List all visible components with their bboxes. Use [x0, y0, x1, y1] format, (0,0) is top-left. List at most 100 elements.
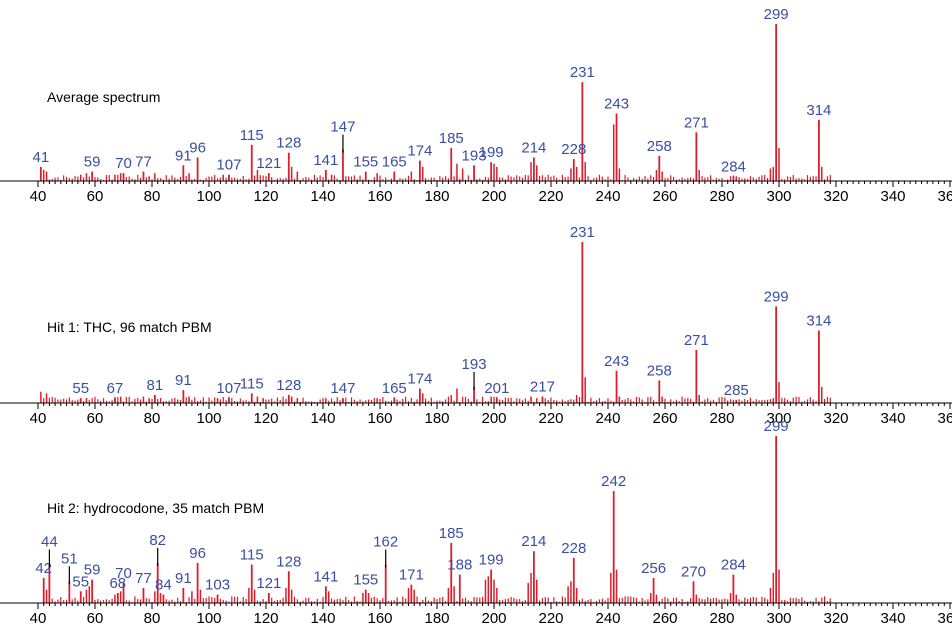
peak-label: 185 — [439, 525, 464, 542]
panel-title: Average spectrum — [47, 89, 160, 105]
peak-label: 77 — [135, 570, 152, 587]
x-tick-label: 220 — [538, 188, 563, 205]
peak-label: 82 — [149, 532, 166, 549]
x-tick-label: 260 — [652, 610, 677, 626]
peak-label: 128 — [276, 135, 301, 152]
peak-label: 243 — [604, 353, 629, 370]
peak-label: 188 — [447, 557, 472, 574]
peak-label: 107 — [216, 157, 241, 174]
x-tick-label: 140 — [310, 188, 335, 205]
x-tick-label: 220 — [538, 610, 563, 626]
peak-label: 165 — [382, 154, 407, 171]
x-axis: 40 60 80 100 120 140 160 180 200 220 240 260 280 300 3… — [0, 402, 952, 427]
peak-label: 103 — [205, 577, 230, 594]
peak-label: 70 — [115, 155, 132, 172]
x-tick-label: 280 — [709, 410, 734, 427]
x-tick-label: 260 — [652, 188, 677, 205]
peak-label: 228 — [561, 540, 586, 557]
peak-label: 214 — [521, 139, 546, 156]
panel-title: Hit 1: THC, 96 match PBM — [47, 319, 212, 335]
x-tick-label: 300 — [766, 610, 791, 626]
x-tick-label: 200 — [481, 410, 506, 427]
x-tick-label: 340 — [880, 410, 905, 427]
x-tick-label: 160 — [367, 610, 392, 626]
peak-label: 270 — [681, 563, 706, 580]
x-tick-label: 80 — [144, 410, 161, 427]
x-axis: 40 60 80 100 120 140 160 180 200 220 240 260 280 300 3… — [0, 602, 952, 626]
peak-label: 128 — [276, 553, 301, 570]
peak-label: 271 — [684, 114, 709, 131]
peak-label: 299 — [764, 6, 789, 23]
x-tick-label: 280 — [709, 610, 734, 626]
peak-label: 299 — [764, 418, 789, 435]
peak-label: 147 — [330, 380, 355, 397]
peak-label: 91 — [175, 147, 192, 164]
peak-label: 70 — [115, 565, 132, 582]
peak-label: 165 — [382, 380, 407, 397]
peak-label: 271 — [684, 332, 709, 349]
peak-label: 199 — [479, 144, 504, 161]
peak-label: 217 — [530, 379, 555, 396]
x-tick-label: 80 — [144, 610, 161, 626]
x-tick-label: 100 — [196, 410, 221, 427]
peak-label: 174 — [407, 371, 432, 388]
x-tick-label: 160 — [367, 188, 392, 205]
peak-label: 199 — [479, 552, 504, 569]
peak-label: 231 — [570, 224, 595, 241]
peak-label: 231 — [570, 64, 595, 81]
peak-label: 285 — [724, 382, 749, 399]
panel-hit-2-hydrocodone: Hit 2: hydrocodone, 35 match PBM 40 60 80 1… — [0, 418, 952, 626]
peak-label: 258 — [647, 138, 672, 155]
x-tick-label: 160 — [367, 410, 392, 427]
peak-label: 77 — [135, 154, 152, 171]
x-tick-label: 180 — [424, 410, 449, 427]
x-tick-label: 140 — [310, 610, 335, 626]
peak-label: 171 — [399, 567, 424, 584]
peak-label: 256 — [641, 560, 666, 577]
peak-group — [39, 24, 831, 181]
peak-label: 314 — [806, 313, 831, 330]
x-tick-label: 320 — [823, 410, 848, 427]
peak-label: 214 — [521, 533, 546, 550]
peak-label: 141 — [313, 152, 338, 169]
x-tick-label: 300 — [766, 188, 791, 205]
peak-label: 55 — [72, 380, 89, 397]
peak-label: 299 — [764, 288, 789, 305]
peak-label: 115 — [240, 375, 264, 392]
x-tick-label: 340 — [880, 188, 905, 205]
x-tick-label: 100 — [196, 188, 221, 205]
peak-label: 193 — [462, 356, 487, 373]
x-tick-label: 320 — [823, 610, 848, 626]
x-tick-label: 40 — [30, 188, 47, 205]
peak-label: 185 — [439, 130, 464, 147]
peak-label: 96 — [189, 545, 206, 562]
peak-label: 228 — [561, 141, 586, 158]
x-axis: 40 60 80 100 120 140 160 180 200 220 240 260 280 300 3… — [0, 180, 952, 205]
peak-label: 41 — [33, 149, 50, 166]
x-tick-label: 120 — [253, 410, 278, 427]
x-tick-label: 220 — [538, 410, 563, 427]
peak-label: 96 — [189, 139, 206, 156]
peak-label: 107 — [216, 380, 241, 397]
peak-label: 68 — [109, 575, 126, 592]
peak-label: 155 — [353, 572, 378, 589]
x-tick-label: 60 — [87, 410, 104, 427]
x-tick-label: 120 — [253, 188, 278, 205]
peak-label: 115 — [240, 127, 264, 144]
x-tick-label: 120 — [253, 610, 278, 626]
peak-label: 44 — [41, 534, 58, 551]
x-tick-label: 360 — [937, 410, 952, 427]
x-tick-label: 180 — [424, 188, 449, 205]
x-tick-label: 260 — [652, 410, 677, 427]
peak-label: 67 — [107, 380, 124, 397]
peak-label: 314 — [806, 102, 831, 119]
x-tick-label: 200 — [481, 610, 506, 626]
peak-group — [42, 436, 831, 603]
x-tick-label: 40 — [30, 610, 47, 626]
peak-label: 284 — [721, 557, 746, 574]
x-tick-label: 320 — [823, 188, 848, 205]
x-tick-label: 180 — [424, 610, 449, 626]
